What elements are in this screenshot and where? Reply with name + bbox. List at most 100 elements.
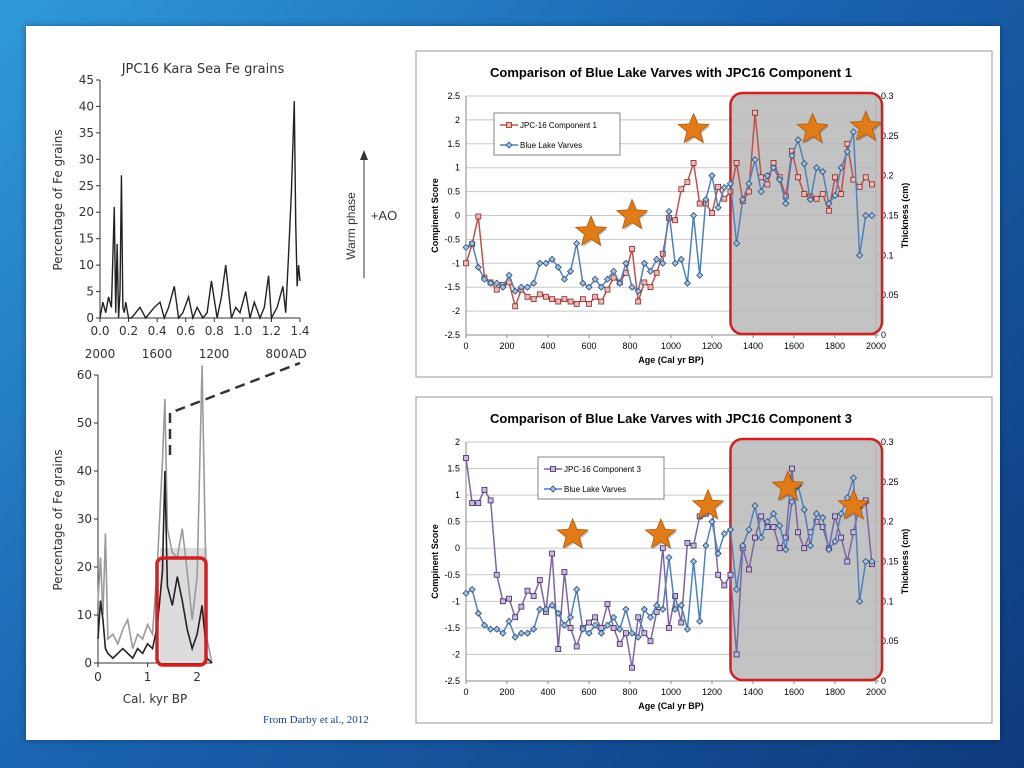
blue-lake-varves-point (462, 589, 470, 597)
component-point (475, 500, 482, 506)
blue-lake-varves-point (646, 613, 655, 621)
fe-top-y-tick-label: 35 (79, 126, 94, 140)
x-tick-label: 0 (463, 687, 468, 697)
blue-lake-varves-point (825, 545, 833, 554)
fe-top-x-tick-label: 0.8 (205, 324, 224, 338)
x-tick-label: 1000 (661, 341, 681, 351)
fe-bottom-y-tick-label: 0 (84, 656, 92, 670)
component3-title: Comparison of Blue Lake Varves with JPC1… (490, 411, 852, 426)
blue-lake-varves-point (523, 283, 532, 291)
fe-top-line (99, 101, 301, 321)
blue-lake-varves-point (523, 629, 532, 637)
blue-lake-varves-point (868, 557, 876, 566)
blue-lake-varves-point (634, 287, 642, 295)
x-tick-label: 2000 (866, 341, 886, 351)
y2-axis-label: Thickness (cm) (900, 529, 910, 595)
fe-bottom-y-tick-label: 50 (77, 416, 92, 430)
fe-bottom-y-tick-label: 30 (77, 512, 92, 526)
blue-lake-varves-point (474, 263, 482, 271)
component-point (819, 191, 826, 197)
y2-axis-label: Thickness (cm) (900, 183, 910, 249)
blue-lake-varves-point (819, 514, 827, 522)
blue-lake-varves-point (776, 176, 784, 184)
component-point (623, 630, 629, 637)
component-point (690, 542, 697, 549)
y-tick-label: 0.5 (447, 187, 460, 197)
component-point (862, 174, 869, 181)
blue-lake-varves-point (702, 542, 710, 550)
blue-lake-varves-point (480, 275, 489, 283)
legend-box (537, 456, 665, 500)
x-tick-label: 800 (622, 687, 637, 697)
y-tick-label: 2.5 (447, 91, 460, 101)
y-tick-label: -2.5 (444, 676, 460, 686)
component-point (506, 595, 512, 602)
star-icon (796, 112, 829, 144)
blue-lake-varves-point (677, 601, 685, 609)
fe-top-y-tick-label: 5 (86, 285, 94, 299)
blue-lake-varves-point (653, 255, 661, 263)
y-tick-label: 1.5 (447, 464, 460, 474)
blue-lake-varves-point (856, 251, 864, 259)
blue-lake-varves-point (603, 275, 612, 283)
blue-lake-varves-point (622, 605, 630, 613)
component-point (592, 293, 599, 300)
x-tick-label: 1800 (825, 341, 845, 351)
fe-bottom-x-tick-label: 1 (144, 670, 152, 684)
blue-lake-varves-point (573, 585, 581, 593)
component-point (549, 296, 555, 303)
blue-lake-varves-point (806, 542, 814, 550)
component-point (567, 298, 574, 305)
blue-lake-varves-point (862, 211, 870, 220)
component-point (690, 160, 697, 166)
component-point (770, 524, 777, 530)
fe-top-title: JPC16 Kara Sea Fe grains (121, 62, 285, 77)
component-point (647, 284, 654, 291)
blue-lake-varves-point (659, 259, 667, 267)
component-point (616, 640, 623, 647)
blue-lake-varves-point (468, 585, 476, 593)
blue-lake-varves-point (837, 164, 845, 172)
blue-lake-varves-point (751, 156, 759, 164)
blue-lake-varves-point (610, 613, 618, 621)
fe-bottom-highlight-box (155, 556, 208, 667)
y2-tick-label: 0.15 (881, 557, 899, 567)
fe-bottom-y-tick-label: 20 (77, 560, 92, 574)
blue-lake-varves-point (868, 211, 876, 220)
blue-lake-varves-point (542, 259, 550, 267)
highlight-region (729, 91, 884, 336)
x-tick-label: 400 (540, 687, 555, 697)
blue-lake-varves-point (856, 597, 864, 605)
blue-lake-varves-point (597, 283, 605, 291)
y-tick-label: 0.5 (447, 517, 460, 527)
component-point (629, 246, 635, 252)
component-point (764, 181, 771, 188)
fe-bottom-black-line (97, 470, 213, 664)
component-point (530, 296, 537, 303)
fe-top-x-tick-label: 0.0 (90, 324, 109, 338)
blue-lake-varves-point (585, 283, 593, 291)
component-point (475, 213, 482, 220)
x-tick-label: 600 (581, 341, 596, 351)
fe-bottom-xlabel: Cal. kyr BP (123, 692, 188, 706)
blue-lake-varves-point (616, 625, 624, 633)
component-point (536, 577, 543, 583)
blue-lake-varves-point (708, 518, 716, 526)
fe-top-y-tick-label: 25 (79, 179, 94, 193)
component-point (659, 250, 666, 257)
component-point (586, 301, 592, 307)
y-tick-label: -1.5 (444, 282, 460, 292)
component-point (801, 545, 808, 552)
component-point (635, 298, 642, 305)
fe-top-y-tick-label: 10 (79, 258, 94, 272)
x-tick-label: 1800 (825, 687, 845, 697)
y-tick-label: 0 (455, 211, 460, 221)
blue-lake-varves-point (560, 621, 568, 629)
component1-title: Comparison of Blue Lake Varves with JPC1… (490, 65, 852, 80)
blue-lake-varves-point (579, 279, 587, 287)
x-tick-label: 600 (581, 687, 596, 697)
component-point (555, 298, 562, 305)
blue-lake-varves-point (843, 148, 851, 156)
component-point (733, 651, 740, 658)
blue-lake-varves-point (788, 498, 796, 506)
